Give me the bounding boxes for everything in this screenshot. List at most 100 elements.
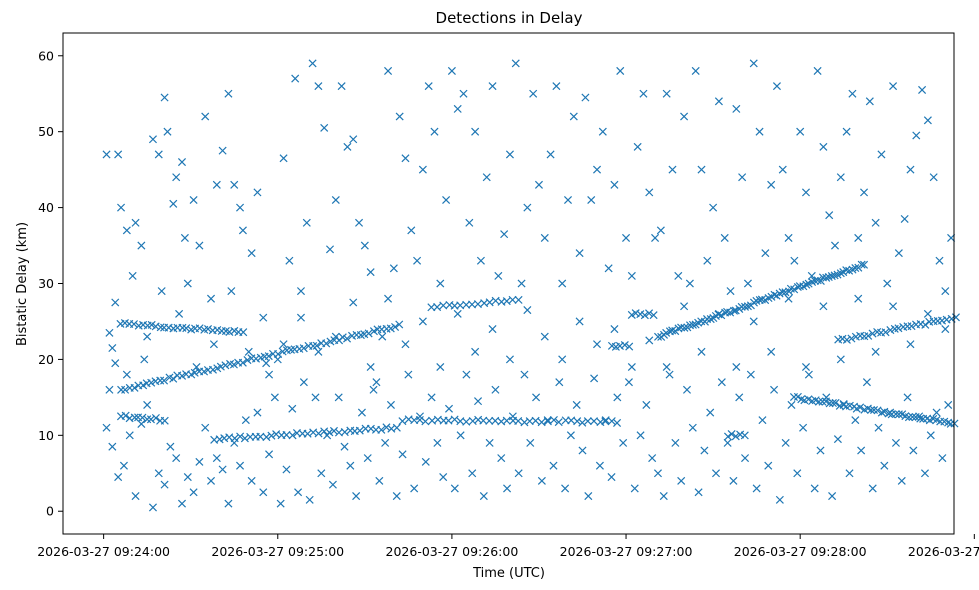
data-point-marker — [554, 418, 563, 427]
data-point-marker — [932, 408, 941, 417]
data-point-marker — [851, 264, 860, 273]
data-point-marker — [847, 334, 856, 343]
data-point-marker — [918, 85, 927, 94]
data-point-marker — [659, 492, 668, 501]
data-point-marker — [909, 446, 918, 455]
data-point-marker — [349, 135, 358, 144]
data-point-marker — [427, 393, 436, 402]
data-point-marker — [337, 82, 346, 91]
data-point-marker — [575, 317, 584, 326]
data-point-marker — [894, 249, 903, 258]
data-point-marker — [156, 376, 165, 385]
data-point-marker — [189, 488, 198, 497]
data-point-marker — [740, 302, 750, 311]
data-point-marker — [894, 410, 903, 419]
data-point-marker — [482, 173, 491, 182]
data-point-marker — [143, 332, 152, 341]
data-point-marker — [682, 385, 692, 394]
data-point-marker — [735, 393, 744, 402]
data-point-marker — [240, 434, 249, 443]
data-point-marker — [267, 431, 276, 440]
data-point-marker — [842, 266, 851, 275]
data-point-marker — [239, 328, 248, 337]
data-point-marker — [243, 356, 252, 365]
data-point-marker — [833, 435, 842, 444]
data-point-marker — [375, 476, 384, 485]
data-point-marker — [391, 322, 400, 331]
data-point-marker — [830, 241, 840, 250]
data-point-marker — [867, 405, 876, 414]
data-point-marker — [842, 335, 851, 344]
data-point-marker — [433, 303, 442, 312]
data-point-marker — [732, 362, 741, 372]
data-point-marker — [314, 429, 323, 438]
data-point-marker — [589, 417, 598, 426]
data-point-marker — [166, 442, 175, 451]
data-point-marker — [680, 323, 689, 332]
data-point-marker — [497, 454, 506, 463]
data-point-marker — [787, 400, 796, 409]
data-point-marker — [320, 123, 329, 132]
data-point-marker — [377, 425, 386, 434]
data-point-marker — [381, 438, 390, 447]
data-point-marker — [137, 241, 146, 250]
data-point-marker — [262, 433, 271, 442]
data-point-marker — [860, 188, 869, 197]
data-point-marker — [488, 325, 497, 334]
data-point-marker — [212, 180, 221, 189]
data-point-marker — [851, 416, 860, 425]
data-point-marker — [453, 309, 462, 318]
data-point-marker — [615, 341, 624, 350]
x-tick-label: 2026-03-27 09:28:00 — [734, 544, 867, 559]
data-point-marker — [790, 285, 799, 294]
data-point-marker — [331, 195, 340, 205]
data-point-marker — [662, 362, 671, 372]
data-point-marker — [398, 450, 407, 459]
data-point-marker — [816, 446, 825, 455]
data-point-marker — [514, 469, 523, 478]
data-point-marker — [296, 287, 306, 296]
data-point-marker — [906, 340, 915, 349]
data-point-marker — [767, 180, 776, 189]
data-point-marker — [221, 361, 230, 370]
data-point-marker — [625, 342, 634, 351]
data-point-marker — [355, 218, 364, 227]
data-point-marker — [868, 329, 877, 338]
data-point-marker — [369, 385, 378, 394]
data-point-marker — [398, 417, 407, 426]
data-point-marker — [784, 233, 793, 242]
data-point-marker — [424, 82, 433, 91]
data-point-marker — [645, 309, 654, 318]
data-point-marker — [767, 347, 776, 356]
data-point-marker — [775, 495, 784, 504]
data-point-marker — [799, 423, 808, 432]
data-point-marker — [444, 404, 454, 413]
data-point-marker — [668, 165, 677, 174]
data-point-marker — [784, 294, 793, 303]
data-point-marker — [349, 298, 358, 307]
data-point-marker — [781, 438, 790, 447]
data-point-marker — [610, 180, 619, 189]
data-point-marker — [111, 298, 120, 307]
data-point-marker — [433, 438, 442, 447]
data-point-marker — [720, 233, 729, 242]
data-point-marker — [732, 104, 741, 113]
data-point-marker — [296, 313, 306, 322]
data-point-marker — [723, 432, 733, 441]
data-point-marker — [819, 142, 828, 151]
data-point-marker — [912, 131, 921, 140]
data-point-marker — [119, 461, 128, 470]
data-point-marker — [822, 393, 831, 402]
data-point-marker — [566, 431, 575, 440]
data-point-marker — [108, 442, 117, 451]
data-point-marker — [160, 480, 169, 489]
data-point-marker — [854, 233, 863, 242]
data-point-marker — [294, 488, 303, 497]
data-point-marker — [323, 431, 332, 440]
data-point-marker — [836, 173, 845, 182]
data-point-marker — [418, 317, 427, 326]
data-point-marker — [384, 66, 393, 75]
data-point-marker — [259, 313, 268, 322]
data-point-marker — [598, 127, 607, 136]
